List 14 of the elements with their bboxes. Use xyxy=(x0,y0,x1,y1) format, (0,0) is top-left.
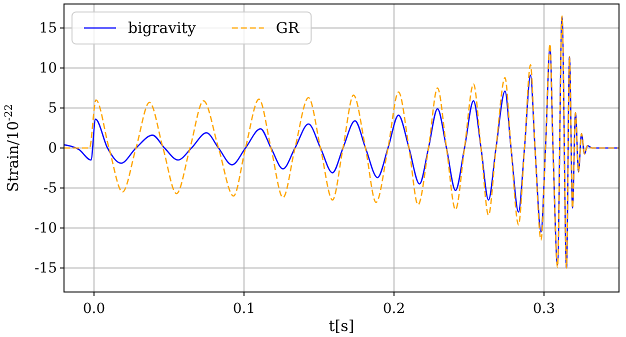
x-axis-title: t[s] xyxy=(328,317,354,335)
y-tick-label: 5 xyxy=(48,100,57,116)
y-tick-label: -15 xyxy=(34,260,57,276)
x-tick-label: 0.0 xyxy=(82,301,106,317)
legend-label: GR xyxy=(276,19,300,37)
y-tick-label: 10 xyxy=(39,60,57,76)
y-tick-label: 15 xyxy=(39,20,57,36)
y-tick-label: 0 xyxy=(48,140,57,156)
x-tick-label: 0.3 xyxy=(532,301,556,317)
y-tick-label: -5 xyxy=(43,180,57,196)
y-tick-label: -10 xyxy=(34,220,57,236)
legend-label: bigravity xyxy=(128,19,196,37)
x-tick-label: 0.2 xyxy=(382,301,406,317)
x-tick-label: 0.1 xyxy=(232,301,256,317)
